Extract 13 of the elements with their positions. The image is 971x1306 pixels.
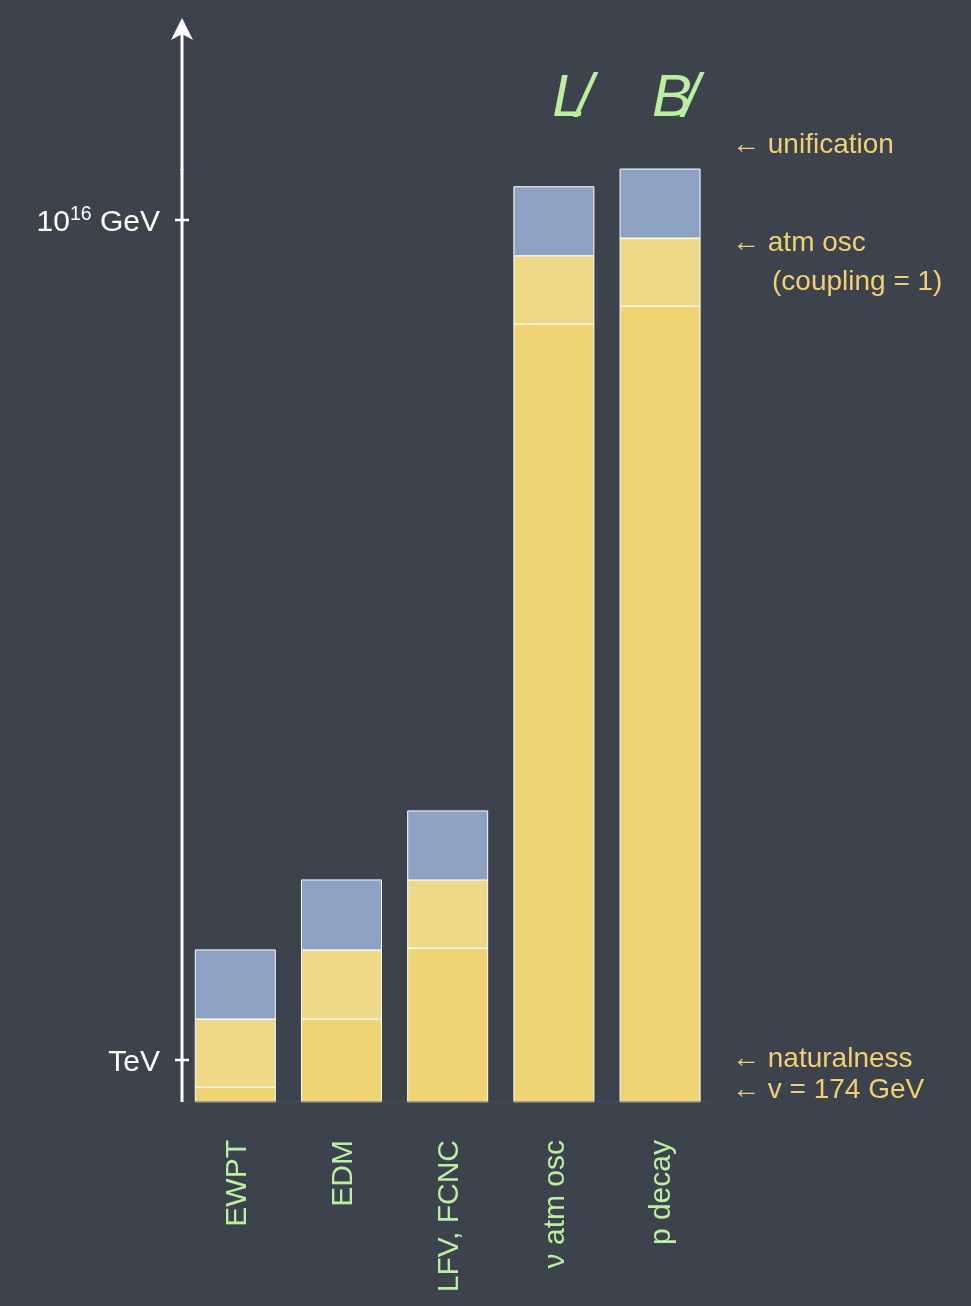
x-tick-label: p decay — [643, 1140, 677, 1246]
text: ← naturalness — [732, 1041, 913, 1073]
text: ← unification — [732, 127, 894, 159]
text: L̸ — [552, 62, 599, 129]
x-tick-label: EDM — [324, 1140, 358, 1207]
x-tick-label: ν atm osc — [537, 1140, 571, 1269]
text: TeV — [108, 1043, 160, 1077]
text: 10$^{16}$ GeV — [36, 201, 160, 237]
x-tick-label: LFV, FCNC — [431, 1140, 464, 1293]
x-tick-label: EWPT — [218, 1140, 252, 1227]
text: ← atm osc (coupling = 1) — [732, 225, 943, 296]
text: ← v = 174 GeV — [732, 1072, 925, 1104]
text: B̸ — [651, 62, 705, 129]
